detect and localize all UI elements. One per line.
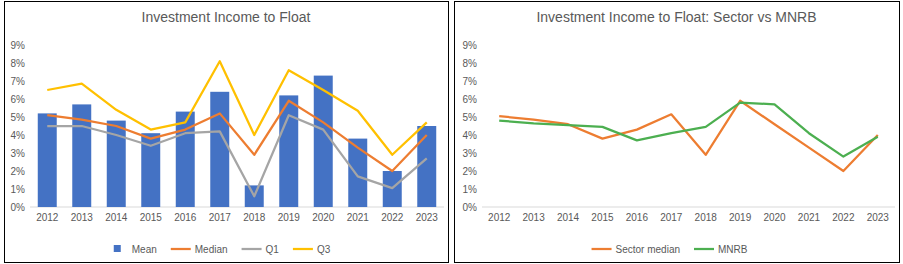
y-tick-label: 0% <box>11 202 26 213</box>
x-tick-label: 2017 <box>209 212 232 223</box>
line <box>499 101 878 171</box>
y-tick-label: 8% <box>11 58 26 69</box>
y-tick-label: 6% <box>463 94 478 105</box>
y-tick-label: 3% <box>463 148 478 159</box>
x-axis-line <box>482 207 895 208</box>
y-tick-label: 7% <box>463 76 478 87</box>
x-tick-label: 2019 <box>278 212 301 223</box>
x-tick-label: 2021 <box>347 212 370 223</box>
x-tick-label: 2013 <box>71 212 94 223</box>
y-tick-label: 4% <box>11 130 26 141</box>
y-tick-label: 4% <box>463 130 478 141</box>
legend-label: Q3 <box>317 244 331 255</box>
y-tick-label: 3% <box>11 148 26 159</box>
x-tick-label: 2022 <box>832 212 855 223</box>
x-tick-label: 2017 <box>660 212 683 223</box>
legend-item: Q1 <box>242 244 280 255</box>
legend-swatch <box>171 248 191 250</box>
y-tick-label: 0% <box>463 202 478 213</box>
title: Investment Income to Float: Sector vs MN… <box>536 9 816 25</box>
x-tick-label: 2018 <box>243 212 266 223</box>
y-tick-label: 2% <box>11 166 26 177</box>
legend-swatch <box>242 248 262 250</box>
y-tick-label: 7% <box>11 76 26 87</box>
y-tick-label: 9% <box>463 40 478 51</box>
x-tick-label: 2014 <box>557 212 580 223</box>
x-tick-label: 2022 <box>381 212 404 223</box>
x-axis-line <box>30 207 444 208</box>
plot-area <box>499 101 878 171</box>
title: Investment Income to Float <box>142 9 311 25</box>
legend-swatch <box>592 248 612 250</box>
x-tick-label: 2013 <box>523 212 546 223</box>
y-tick-label: 9% <box>11 40 26 51</box>
legend-item: Mean <box>114 244 157 255</box>
x-tick-label: 2016 <box>626 212 649 223</box>
plot-area <box>38 61 436 207</box>
x-tick-label: 2015 <box>591 212 614 223</box>
x-tick-label: 2020 <box>312 212 335 223</box>
legend-item: Q3 <box>293 244 331 255</box>
legend-label: Mean <box>132 244 157 255</box>
bar <box>210 92 229 207</box>
legend-label: Sector median <box>616 244 680 255</box>
x-tick-label: 2016 <box>174 212 197 223</box>
legend-swatch <box>293 248 313 250</box>
x-tick-label: 2014 <box>105 212 128 223</box>
legend-label: Q1 <box>266 244 280 255</box>
y-tick-label: 8% <box>463 58 478 69</box>
x-tick-label: 2019 <box>729 212 752 223</box>
y-tick-label: 2% <box>463 166 478 177</box>
x-tick-label: 2015 <box>140 212 163 223</box>
chart-frame <box>5 2 449 263</box>
legend-item: Sector median <box>592 244 680 255</box>
bar <box>38 113 57 207</box>
y-tick-label: 1% <box>11 184 26 195</box>
x-tick-label: 2020 <box>763 212 786 223</box>
chart-frame <box>455 2 900 263</box>
line <box>499 103 878 157</box>
legend-swatch <box>694 248 714 250</box>
root: Investment Income to Float 0% 1% 2% 3% 4% 5% 6%… <box>0 0 903 264</box>
x-tick-label: 2023 <box>416 212 439 223</box>
y-tick-label: 6% <box>11 94 26 105</box>
line <box>47 101 427 171</box>
y-tick-label: 1% <box>463 184 478 195</box>
x-tick-label: 2018 <box>695 212 718 223</box>
legend-swatch <box>114 245 121 252</box>
line <box>47 61 427 155</box>
bar <box>417 126 436 207</box>
y-tick-label: 5% <box>11 112 26 123</box>
legend-item: Median <box>171 244 228 255</box>
x-tick-label: 2012 <box>488 212 511 223</box>
y-tick-label: 5% <box>463 112 478 123</box>
x-tick-label: 2021 <box>798 212 821 223</box>
legend-item: MNRB <box>694 244 748 255</box>
legend-label: MNRB <box>718 244 748 255</box>
x-tick-label: 2012 <box>36 212 59 223</box>
x-tick-label: 2023 <box>867 212 890 223</box>
bar <box>314 76 333 207</box>
legend-label: Median <box>195 244 228 255</box>
